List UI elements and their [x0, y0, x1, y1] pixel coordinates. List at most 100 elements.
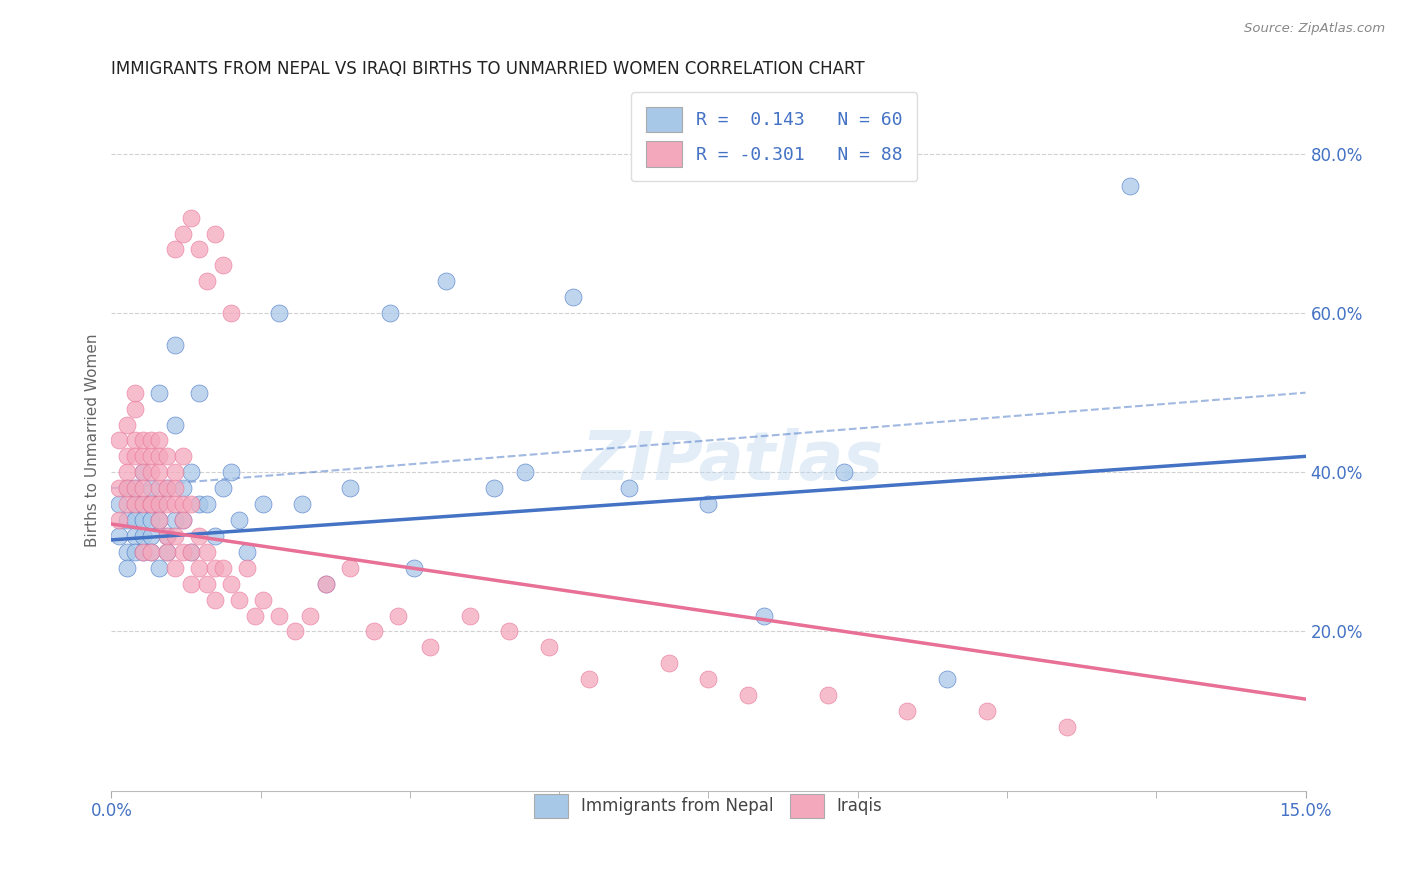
Point [172, 450, 194, 464]
Point [141, 497, 163, 511]
Point [156, 545, 179, 559]
Point [936, 672, 959, 686]
Point [148, 513, 170, 527]
Legend: Immigrants from Nepal, Iraqis: Immigrants from Nepal, Iraqis [527, 788, 889, 824]
Point [124, 401, 146, 416]
Point [204, 592, 226, 607]
Point [141, 497, 163, 511]
Point [482, 481, 505, 495]
Point [402, 561, 425, 575]
Point [124, 529, 146, 543]
Point [697, 672, 720, 686]
Point [148, 513, 170, 527]
Point [498, 624, 520, 639]
Point [1056, 720, 1078, 734]
Point [617, 481, 640, 495]
Point [132, 497, 155, 511]
Point [132, 545, 155, 559]
Point [148, 385, 170, 400]
Point [132, 465, 155, 479]
Point [132, 545, 155, 559]
Point [132, 465, 155, 479]
Point [339, 561, 361, 575]
Point [124, 497, 146, 511]
Point [195, 576, 218, 591]
Point [195, 274, 218, 288]
Point [212, 258, 235, 272]
Point [124, 481, 146, 495]
Point [148, 465, 170, 479]
Point [165, 497, 187, 511]
Point [141, 481, 163, 495]
Point [124, 385, 146, 400]
Point [124, 545, 146, 559]
Point [108, 513, 131, 527]
Point [141, 545, 163, 559]
Point [117, 481, 139, 495]
Point [124, 434, 146, 448]
Point [458, 608, 481, 623]
Point [156, 481, 179, 495]
Point [195, 497, 218, 511]
Point [141, 450, 163, 464]
Point [172, 513, 194, 527]
Point [156, 545, 179, 559]
Point [188, 561, 211, 575]
Point [141, 513, 163, 527]
Point [896, 704, 918, 718]
Point [165, 481, 187, 495]
Point [124, 497, 146, 511]
Point [180, 576, 202, 591]
Point [243, 608, 266, 623]
Point [562, 290, 585, 304]
Point [148, 434, 170, 448]
Point [515, 465, 537, 479]
Point [141, 434, 163, 448]
Point [219, 576, 242, 591]
Text: IMMIGRANTS FROM NEPAL VS IRAQI BIRTHS TO UNMARRIED WOMEN CORRELATION CHART: IMMIGRANTS FROM NEPAL VS IRAQI BIRTHS TO… [111, 60, 865, 78]
Point [117, 545, 139, 559]
Y-axis label: Births to Unmarried Women: Births to Unmarried Women [86, 334, 100, 547]
Point [156, 497, 179, 511]
Point [212, 561, 235, 575]
Point [235, 545, 257, 559]
Point [578, 672, 600, 686]
Point [165, 561, 187, 575]
Point [195, 545, 218, 559]
Point [434, 274, 457, 288]
Point [156, 450, 179, 464]
Text: Source: ZipAtlas.com: Source: ZipAtlas.com [1244, 22, 1385, 36]
Point [148, 497, 170, 511]
Point [108, 497, 131, 511]
Point [204, 227, 226, 241]
Point [132, 450, 155, 464]
Point [315, 576, 337, 591]
Point [124, 481, 146, 495]
Point [172, 513, 194, 527]
Point [219, 306, 242, 320]
Text: ZIPatlas: ZIPatlas [581, 428, 883, 494]
Point [172, 481, 194, 495]
Point [141, 545, 163, 559]
Point [148, 561, 170, 575]
Point [832, 465, 855, 479]
Point [156, 529, 179, 543]
Point [188, 385, 211, 400]
Point [148, 481, 170, 495]
Point [124, 513, 146, 527]
Point [132, 529, 155, 543]
Point [219, 465, 242, 479]
Point [204, 561, 226, 575]
Point [378, 306, 401, 320]
Point [817, 688, 839, 702]
Point [165, 513, 187, 527]
Point [737, 688, 759, 702]
Point [108, 434, 131, 448]
Point [212, 481, 235, 495]
Point [148, 497, 170, 511]
Point [976, 704, 998, 718]
Point [117, 465, 139, 479]
Point [363, 624, 385, 639]
Point [538, 640, 561, 655]
Point [387, 608, 409, 623]
